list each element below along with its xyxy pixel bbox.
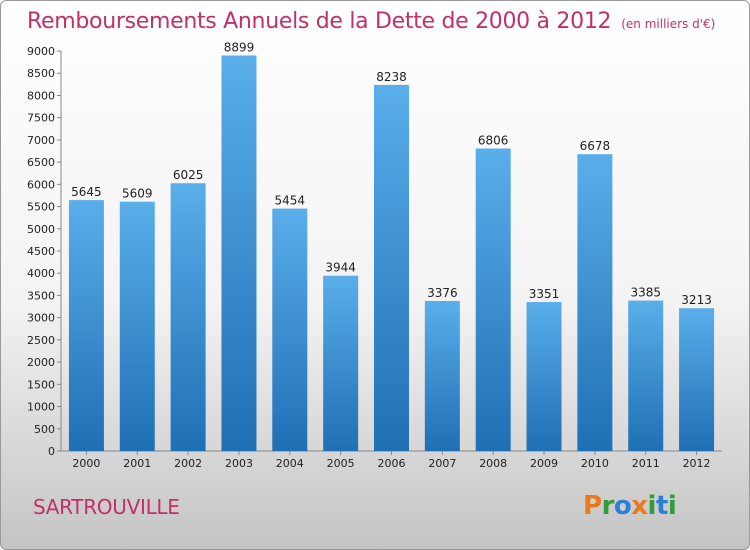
y-tick-label: 2500 [27,334,55,347]
bar-2010 [577,154,613,451]
y-tick-label: 2000 [27,356,55,369]
bar-2009 [526,302,562,451]
data-label-2008: 6806 [478,134,509,148]
bar-2000 [68,200,104,451]
chart-bars [68,55,715,451]
y-tick-label: 3000 [27,312,55,325]
y-tick-label: 7500 [27,112,55,125]
data-label-2005: 3944 [325,261,356,275]
y-tick-label: 500 [34,423,55,436]
x-tick-label-2004: 2004 [276,457,304,470]
y-tick-label: 6500 [27,156,55,169]
data-label-2001: 5609 [122,187,153,201]
data-label-2011: 3385 [630,286,661,300]
y-tick-label: 5500 [27,201,55,214]
data-label-2000: 5645 [71,185,102,199]
x-tick-label-2001: 2001 [123,457,151,470]
chart-title-block: Remboursements Annuels de la Dette de 20… [27,9,715,34]
city-name: SARTROUVILLE [33,495,180,519]
x-tick-label-2006: 2006 [378,457,406,470]
bar-2012 [679,308,715,451]
y-tick-label: 4000 [27,267,55,280]
bar-2008 [475,148,511,451]
data-label-2003: 8899 [224,40,255,54]
data-label-2012: 3213 [681,293,712,307]
y-tick-label: 1500 [27,378,55,391]
x-tick-label-2007: 2007 [428,457,456,470]
x-tick-label-2003: 2003 [225,457,253,470]
data-label-2010: 6678 [580,139,611,153]
chart-labels: 5645 2000 5609 2001 6025 2002 8899 2003 5454 2004… [71,40,712,470]
x-tick-label-2005: 2005 [327,457,355,470]
x-tick-label-2010: 2010 [581,457,609,470]
x-tick-label-2000: 2000 [72,457,100,470]
x-tick-label-2011: 2011 [632,457,660,470]
x-tick-label-2008: 2008 [479,457,507,470]
chart-title: Remboursements Annuels de la Dette de 20… [27,9,612,34]
y-tick-label: 8000 [27,89,55,102]
y-tick-label: 0 [48,445,55,458]
data-label-2004: 5454 [275,194,306,208]
data-label-2009: 3351 [529,287,560,301]
y-tick-label: 3500 [27,289,55,302]
y-tick-label: 8500 [27,67,55,80]
bar-2001 [119,201,155,451]
bar-2005 [323,275,359,451]
data-label-2007: 3376 [427,286,458,300]
y-tick-label: 4500 [27,245,55,258]
y-tick-label: 9000 [27,45,55,58]
bar-2011 [628,300,664,451]
chart-axes: 0 500 1000 1500 2000 2500 3000 3500 4000 4500 5000… [27,45,722,458]
y-tick-label: 6000 [27,178,55,191]
y-tick-label: 5000 [27,223,55,236]
bar-2006 [374,84,409,451]
data-label-2006: 8238 [376,70,407,84]
x-tick-label-2002: 2002 [174,457,202,470]
proxiti-logo[interactable]: Proxiti [583,491,677,521]
bar-2002 [170,183,206,451]
y-tick-label: 7000 [27,134,55,147]
x-tick-label-2012: 2012 [683,457,711,470]
bar-2007 [424,300,460,451]
bar-2004 [272,208,308,451]
chart-unit: (en milliers d'€) [621,17,716,31]
data-label-2002: 6025 [173,168,204,182]
x-tick-label-2009: 2009 [530,457,558,470]
bar-2003 [221,55,257,451]
y-tick-label: 1000 [27,401,55,414]
